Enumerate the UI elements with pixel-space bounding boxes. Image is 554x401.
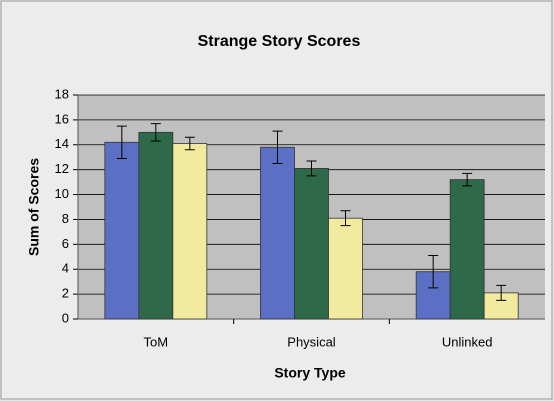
error-bar (150, 123, 161, 142)
error-bar (184, 136, 195, 151)
y-tick-label: 10 (55, 186, 69, 201)
error-bar (272, 130, 283, 164)
error-bar (306, 160, 317, 177)
y-tick-label: 8 (62, 211, 69, 226)
x-axis-label: Story Type (274, 365, 346, 381)
bar (328, 217, 363, 320)
y-tick-label: 18 (55, 86, 69, 101)
y-tick-label: 0 (62, 310, 69, 325)
error-bar (496, 284, 507, 301)
x-tick-label: Physical (287, 334, 336, 349)
y-tick-label: 4 (62, 261, 69, 276)
bar (260, 146, 295, 320)
bar (294, 168, 329, 320)
error-bar (340, 210, 351, 227)
bar (138, 131, 174, 320)
y-tick-label: 16 (55, 111, 69, 126)
error-bar (462, 172, 473, 187)
x-tick-label: Unlinked (442, 334, 493, 349)
chart-title: Strange Story Scores (198, 33, 361, 50)
bar (449, 179, 485, 320)
y-axis-label: Sum of Scores (26, 158, 42, 256)
error-bar (428, 255, 439, 289)
error-bar (116, 125, 127, 159)
bar (104, 141, 140, 320)
y-tick-label: 12 (55, 161, 69, 176)
y-tick-label: 2 (62, 286, 69, 301)
bar (172, 143, 208, 320)
x-tick-label: ToM (144, 334, 169, 349)
y-tick-label: 14 (55, 136, 69, 151)
y-tick-label: 6 (62, 236, 69, 251)
